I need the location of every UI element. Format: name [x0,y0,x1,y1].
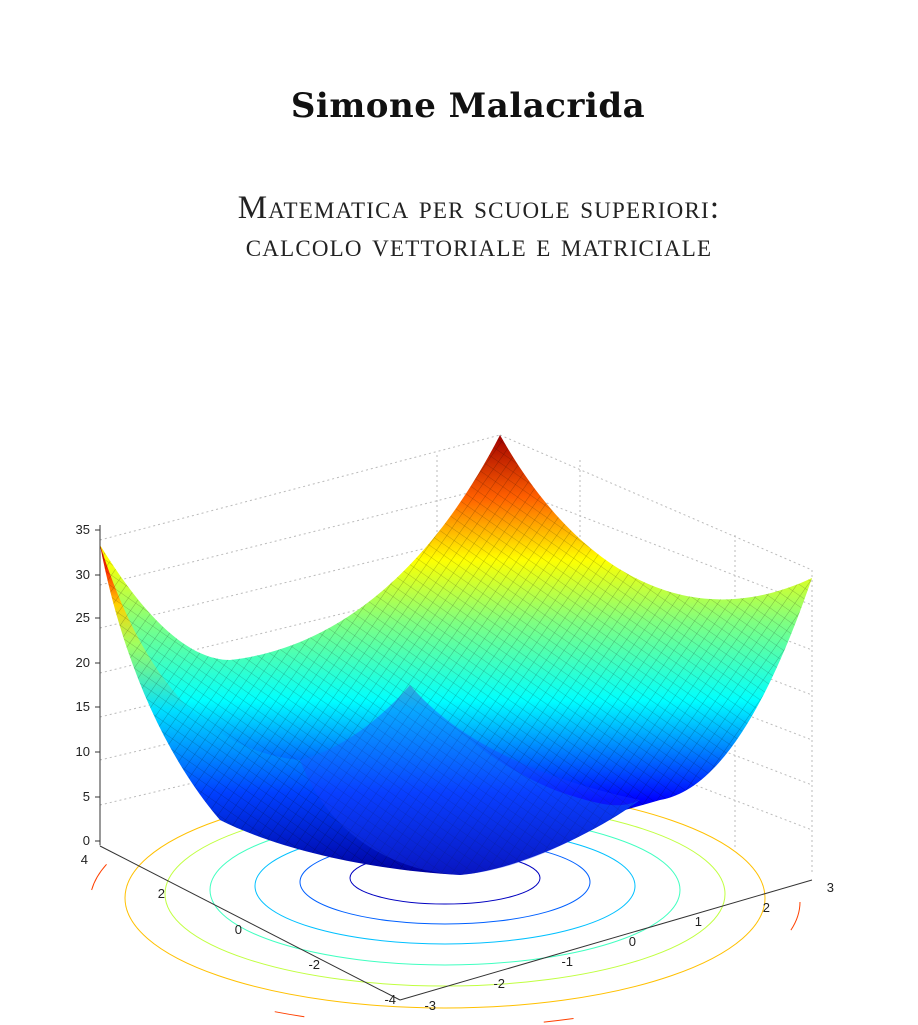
left-axis-tick-label: 0 [235,922,242,937]
right-axis-tick-label: 2 [763,900,770,915]
z-axis-ticks [95,529,100,842]
right-axis-tick-label: 3 [827,880,834,895]
z-tick-label: 10 [76,744,90,759]
z-tick-label: 30 [76,567,90,582]
z-tick-label: 15 [76,699,90,714]
z-tick-label: 25 [76,610,90,625]
right-axis-tick-label: 1 [695,914,702,929]
right-axis-tick-label: -1 [561,954,573,969]
surface-bottom [300,685,640,875]
z-tick-label: 35 [76,522,90,537]
left-axis-tick-label: -4 [384,992,396,1007]
left-axis-tick-label: 4 [81,852,88,867]
left-axis-tick-label: 2 [158,886,165,901]
right-axis-tick-label: -2 [493,976,505,991]
z-tick-label: 20 [76,655,90,670]
author-name: Simone Malacrida [290,86,646,126]
book-title-line-2: calcolo vettoriale e matriciale [245,228,713,264]
book-title-line-1: Matematica per scuole superiori: [237,190,721,226]
surface-plot-figure: 0 5 10 15 20 25 30 35 4 2 0 -2 -4 -3 -2 … [76,434,834,1025]
plot-axes [99,525,813,1001]
z-tick-label: 0 [83,833,90,848]
right-axis-tick-label: -3 [424,998,436,1013]
left-axis-tick-label: -2 [308,957,320,972]
z-tick-label: 5 [83,789,90,804]
right-axis-tick-label: 0 [629,934,636,949]
